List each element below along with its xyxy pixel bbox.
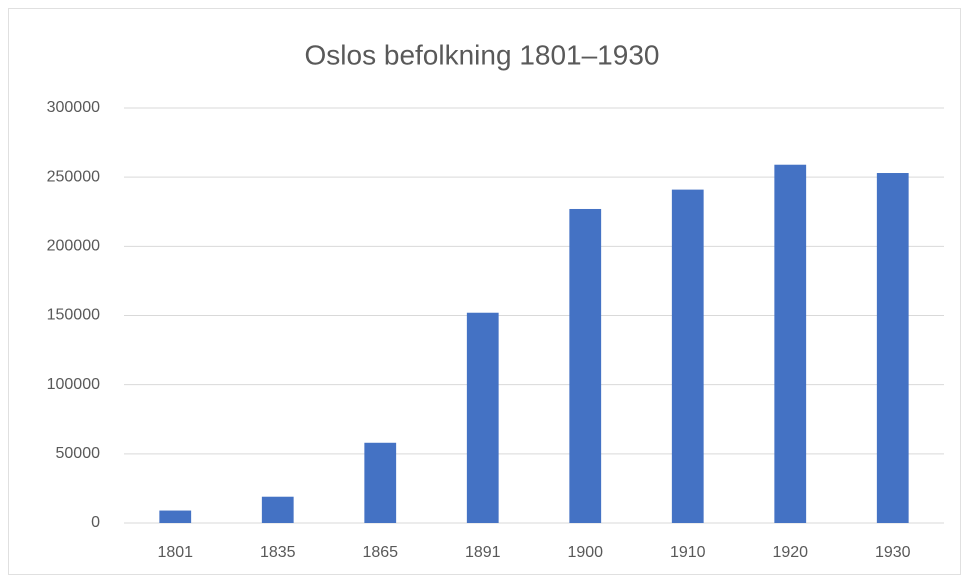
bar — [671, 189, 704, 523]
y-tick-label: 300000 — [47, 99, 100, 116]
y-tick-label: 0 — [91, 514, 100, 531]
y-tick-label: 150000 — [47, 307, 100, 324]
y-tick-label: 100000 — [47, 376, 100, 393]
bar — [774, 164, 807, 523]
x-tick-label: 1900 — [567, 544, 603, 561]
bar — [876, 173, 909, 523]
y-tick-label: 50000 — [56, 445, 101, 462]
bar — [569, 208, 602, 523]
chart-title: Oslos befolkning 1801–1930 — [305, 39, 660, 70]
x-tick-label: 1891 — [465, 544, 501, 561]
x-tick-label: 1910 — [670, 544, 706, 561]
x-tick-label: 1930 — [875, 544, 911, 561]
x-tick-label: 1801 — [157, 544, 193, 561]
x-tick-label: 1920 — [772, 544, 808, 561]
bar — [159, 510, 192, 523]
x-tick-label: 1835 — [260, 544, 296, 561]
bar — [364, 442, 397, 523]
bar — [466, 312, 499, 523]
x-tick-label: 1865 — [362, 544, 398, 561]
y-tick-label: 200000 — [47, 238, 100, 255]
y-tick-label: 250000 — [47, 168, 100, 185]
bar — [261, 496, 294, 523]
